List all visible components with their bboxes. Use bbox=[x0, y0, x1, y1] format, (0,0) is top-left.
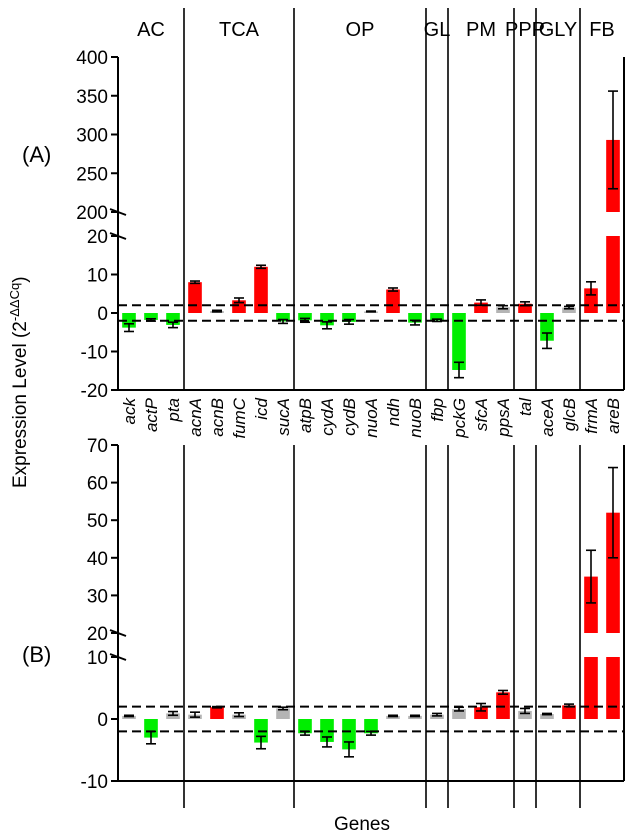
y-tick-label-200: 200 bbox=[76, 203, 108, 224]
gene-label-pta: pta bbox=[164, 398, 183, 423]
bar-sucA bbox=[276, 313, 290, 322]
axis-break-mark-lower bbox=[109, 653, 127, 661]
bar-tal bbox=[518, 710, 532, 719]
y-tick-label-0: 0 bbox=[97, 304, 108, 325]
gene-label-nuoB: nuoB bbox=[406, 398, 425, 438]
gene-labels-row: ack actP pta acnA acnB fumC icd sucA atpB cydA cyd… bbox=[120, 397, 623, 439]
gene-label-glcB: glcB bbox=[560, 398, 579, 431]
gene-label-icd: icd bbox=[252, 397, 271, 419]
bar-frmA-lower bbox=[584, 657, 598, 719]
bar-nuoB bbox=[408, 715, 422, 719]
bar-ndh bbox=[386, 715, 400, 719]
bar-atpB bbox=[298, 719, 312, 734]
y-tick-label-20: 20 bbox=[87, 227, 108, 248]
y-tick-label-60: 60 bbox=[87, 474, 108, 495]
group-label-GL: GL bbox=[424, 19, 451, 41]
x-axis-label: Genes bbox=[334, 814, 390, 835]
bar-frmA bbox=[584, 576, 598, 633]
bar-icd bbox=[254, 266, 268, 313]
bar-cydB bbox=[342, 313, 356, 322]
group-label-PM: PM bbox=[466, 19, 496, 41]
gene-label-sfcA: sfcA bbox=[472, 398, 491, 431]
y-tick-label-0: 0 bbox=[97, 710, 108, 731]
y-tick-label-350: 350 bbox=[76, 87, 108, 108]
gene-label-acnA: acnA bbox=[186, 398, 205, 437]
bar-actP bbox=[144, 719, 158, 738]
group-label-AC: AC bbox=[137, 19, 165, 41]
gene-label-atpB: atpB bbox=[296, 398, 315, 433]
gene-label-fbp: fbp bbox=[428, 398, 447, 422]
bar-glcB bbox=[562, 705, 576, 719]
y-tick-label-250: 250 bbox=[76, 164, 108, 185]
y-tick-label-50: 50 bbox=[87, 511, 108, 532]
panel-label: (B) bbox=[22, 642, 51, 667]
gene-label-frmA: frmA bbox=[582, 398, 601, 434]
bar-acnA bbox=[188, 282, 202, 313]
gene-label-ack: ack bbox=[120, 397, 139, 425]
group-label-TCA: TCA bbox=[219, 19, 260, 41]
group-label-PPP: PPP bbox=[505, 19, 545, 41]
panel-label: (A) bbox=[22, 142, 51, 167]
y-tick-label-70: 70 bbox=[87, 436, 108, 457]
y-tick-label-20: 20 bbox=[87, 624, 108, 645]
gene-label-tal: tal bbox=[516, 397, 535, 416]
bar-nuoA bbox=[364, 719, 378, 734]
y-tick-label-40: 40 bbox=[87, 549, 108, 570]
bar-fumC bbox=[232, 300, 246, 313]
y-tick-label--10: -10 bbox=[81, 343, 108, 364]
y-tick-label--10: -10 bbox=[81, 772, 108, 793]
bar-acnB bbox=[210, 707, 224, 719]
group-label-OP: OP bbox=[346, 19, 375, 41]
axis-break-mark-upper bbox=[109, 208, 127, 216]
bar-actP bbox=[144, 313, 158, 320]
gene-label-fumC: fumC bbox=[230, 397, 249, 438]
gene-label-ndh: ndh bbox=[384, 398, 403, 426]
bar-pta bbox=[166, 713, 180, 719]
gene-label-ppsA: ppsA bbox=[494, 398, 513, 438]
bar-glcB bbox=[562, 307, 576, 313]
y-axis-label: Expression Level (2-ΔΔCq) bbox=[7, 276, 31, 488]
gene-label-actP: actP bbox=[142, 397, 161, 432]
y-tick-label--20: -20 bbox=[81, 381, 108, 402]
gene-label-cydA: cydA bbox=[318, 398, 337, 436]
bar-sfcA bbox=[474, 707, 488, 719]
bar-fbp bbox=[430, 313, 444, 321]
y-tick-label-400: 400 bbox=[76, 48, 108, 69]
axis-break-mark-lower bbox=[109, 232, 127, 240]
group-label-FB: FB bbox=[589, 19, 615, 41]
bar-areB-lower bbox=[606, 657, 620, 719]
gene-label-areB: areB bbox=[604, 398, 623, 434]
gene-label-aceA: aceA bbox=[538, 398, 557, 437]
gene-label-pckG: pckG bbox=[450, 398, 469, 439]
bar-sfcA bbox=[474, 302, 488, 313]
y-tick-label-10: 10 bbox=[87, 648, 108, 669]
bar-pckG bbox=[452, 709, 466, 719]
bar-pta bbox=[166, 313, 180, 325]
bar-atpB bbox=[298, 313, 312, 321]
axis-break-mark-upper bbox=[109, 629, 127, 637]
y-tick-label-300: 300 bbox=[76, 126, 108, 147]
bar-nuoB bbox=[408, 313, 422, 323]
bar-fbp bbox=[430, 714, 444, 719]
panel-b-chart: -10 0 10 20 30 40 50 60 70 (B) bbox=[22, 436, 625, 808]
gene-label-nuoA: nuoA bbox=[362, 398, 381, 438]
group-label-GLY: GLY bbox=[539, 19, 578, 41]
bar-aceA bbox=[540, 714, 554, 719]
bar-sucA bbox=[276, 708, 290, 719]
bar-ndh bbox=[386, 289, 400, 313]
bar-areB bbox=[606, 512, 620, 633]
gene-label-acnB: acnB bbox=[208, 398, 227, 437]
bar-areB-lower bbox=[606, 236, 620, 313]
y-tick-label-30: 30 bbox=[87, 586, 108, 607]
bar-pckG bbox=[452, 313, 466, 370]
bar-ack bbox=[122, 715, 136, 719]
y-tick-label-10: 10 bbox=[87, 266, 108, 287]
gene-label-cydB: cydB bbox=[340, 398, 359, 436]
bar-tal bbox=[518, 303, 532, 313]
gene-label-sucA: sucA bbox=[274, 398, 293, 436]
bar-ppsA bbox=[496, 307, 510, 313]
